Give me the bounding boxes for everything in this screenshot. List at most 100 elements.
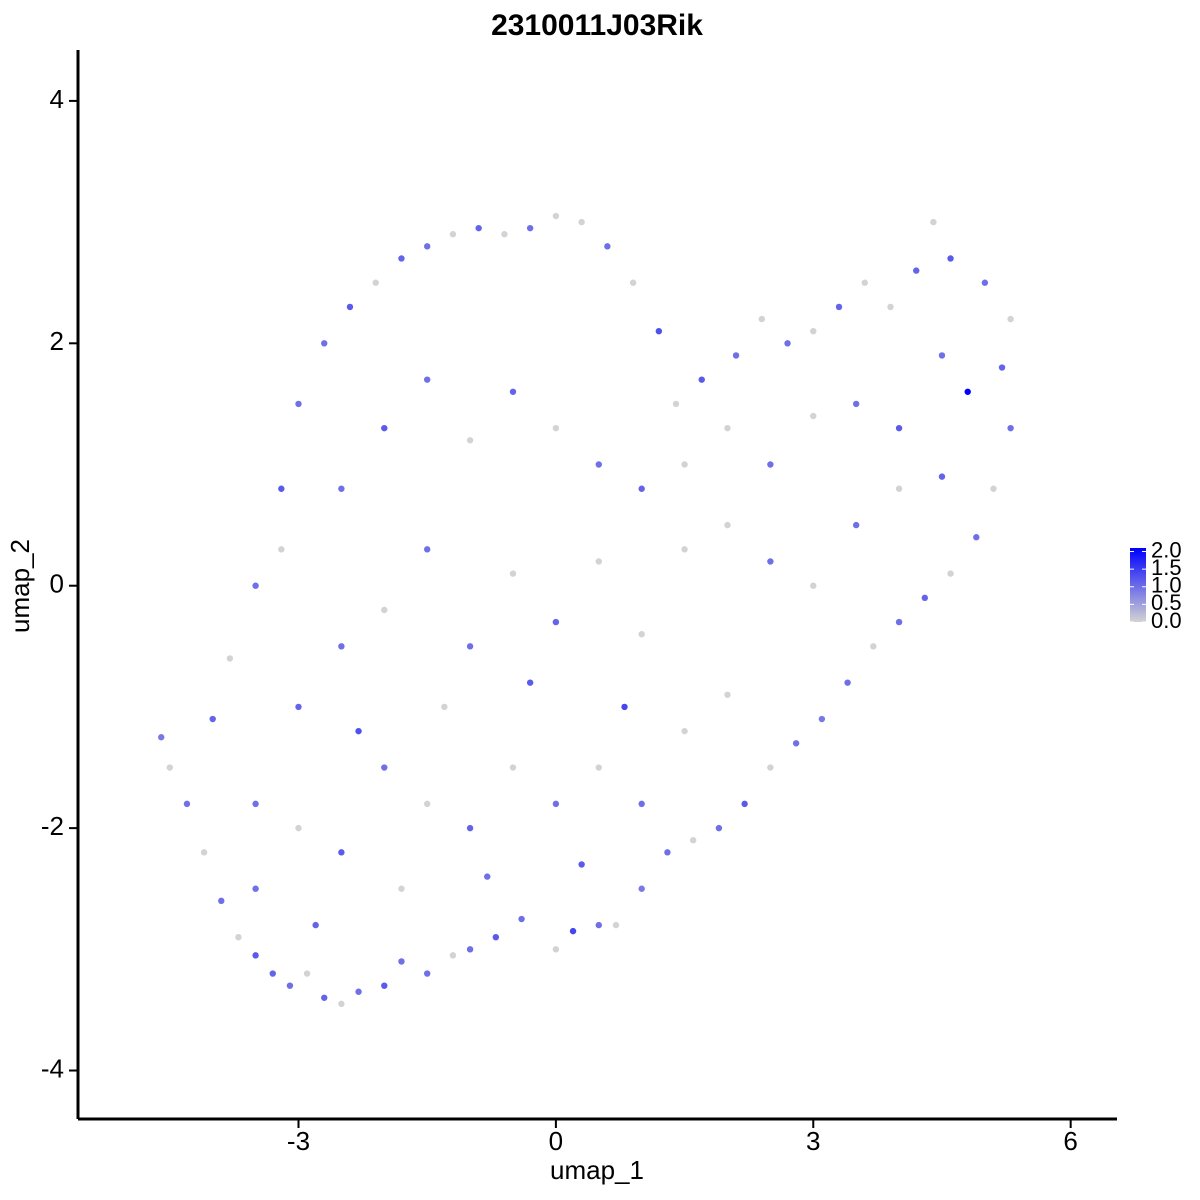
cell-point: [852, 521, 860, 529]
colorbar-tick-label: 2.0: [1151, 537, 1182, 562]
cell-point: [518, 915, 525, 923]
cell-point: [998, 364, 1006, 371]
cell-point: [526, 679, 534, 686]
cell-point: [381, 982, 388, 989]
cell-point: [595, 461, 602, 468]
cell-point: [338, 643, 345, 650]
colorbar-tick-label: 1.5: [1151, 555, 1182, 580]
cell-point: [423, 970, 431, 977]
x-tick-label: 0: [549, 1126, 563, 1156]
cell-point: [672, 400, 680, 408]
cell-point: [664, 849, 671, 856]
cell-point: [698, 376, 705, 383]
cell-point: [621, 703, 628, 711]
cell-point: [398, 958, 405, 965]
cell-point: [767, 558, 774, 565]
cell-point: [981, 279, 989, 286]
x-tick-label: 6: [1063, 1126, 1077, 1156]
cell-point: [835, 303, 843, 311]
cell-point: [638, 800, 645, 808]
cell-point: [269, 970, 276, 977]
cell-point: [218, 897, 225, 905]
cell-point: [724, 424, 731, 432]
y-tick-label: -4: [41, 1053, 64, 1083]
cell-point: [767, 461, 774, 468]
cell-point: [938, 473, 946, 480]
cell-point: [595, 764, 602, 771]
cell-point: [681, 546, 688, 553]
cell-point: [209, 715, 216, 723]
cell-point: [466, 824, 474, 832]
cell-point: [681, 727, 688, 735]
cell-point: [810, 582, 817, 589]
cell-point: [552, 946, 560, 953]
y-tick-label: 2: [50, 326, 64, 356]
cell-point: [767, 764, 774, 771]
cell-point: [466, 643, 474, 650]
cell-point: [286, 982, 294, 989]
y-tick-label: 0: [50, 569, 64, 599]
cell-point: [578, 218, 585, 226]
cell-point: [844, 679, 851, 686]
cell-point: [355, 988, 362, 995]
cell-point: [381, 606, 388, 614]
x-axis-label: umap_1: [550, 1155, 644, 1185]
cell-point: [252, 885, 259, 892]
cell-point: [552, 800, 560, 808]
colorbar-tick-label: 1.0: [1151, 573, 1182, 598]
cell-point: [252, 952, 259, 959]
y-tick-label: 4: [50, 84, 64, 114]
cell-point: [655, 327, 663, 335]
cell-point: [295, 824, 302, 832]
cell-point: [381, 764, 388, 771]
cell-point: [423, 800, 431, 808]
y-axis-label: umap_2: [5, 539, 35, 633]
cell-point: [484, 873, 491, 880]
cell-point: [252, 582, 259, 589]
cell-point: [604, 243, 611, 250]
cell-point: [295, 400, 302, 408]
cell-point: [200, 849, 208, 856]
cell-point: [810, 327, 817, 335]
cell-point: [509, 388, 517, 395]
cell-point: [449, 952, 457, 959]
cell-point: [947, 570, 954, 577]
cell-point: [689, 837, 697, 844]
cell-point: [346, 303, 354, 311]
cell-point: [724, 691, 731, 698]
cell-point: [895, 485, 903, 492]
cell-point: [183, 800, 191, 808]
cell-point: [381, 424, 388, 432]
cell-point: [295, 703, 302, 711]
cell-point: [724, 521, 731, 529]
cell-point: [870, 643, 877, 650]
cell-point: [509, 764, 517, 771]
cell-point: [423, 546, 431, 553]
cell-point: [552, 618, 560, 626]
cell-point: [638, 885, 645, 892]
cell-point: [792, 740, 800, 747]
cell-point: [449, 231, 457, 238]
colorbar-tick-label: 0.0: [1151, 608, 1182, 633]
cell-point: [973, 534, 980, 541]
cell-point: [475, 224, 482, 232]
colorbar: [1130, 548, 1146, 622]
cell-point: [398, 885, 405, 892]
x-tick-label: 3: [806, 1126, 820, 1156]
cell-point: [552, 424, 560, 432]
y-tick-label: -2: [41, 811, 64, 841]
cell-point: [466, 946, 474, 953]
cell-point: [441, 703, 448, 711]
colorbar-tick-label: 0.5: [1151, 590, 1182, 615]
cell-point: [852, 400, 860, 408]
cell-point: [1007, 424, 1014, 432]
cell-point: [235, 933, 242, 941]
cell-point: [887, 303, 894, 311]
cell-point: [861, 279, 868, 286]
cell-point: [947, 255, 954, 262]
cell-point: [158, 734, 165, 741]
cell-point: [895, 618, 903, 626]
cell-point: [638, 485, 645, 492]
cell-point: [913, 267, 920, 274]
cell-point: [492, 933, 500, 941]
